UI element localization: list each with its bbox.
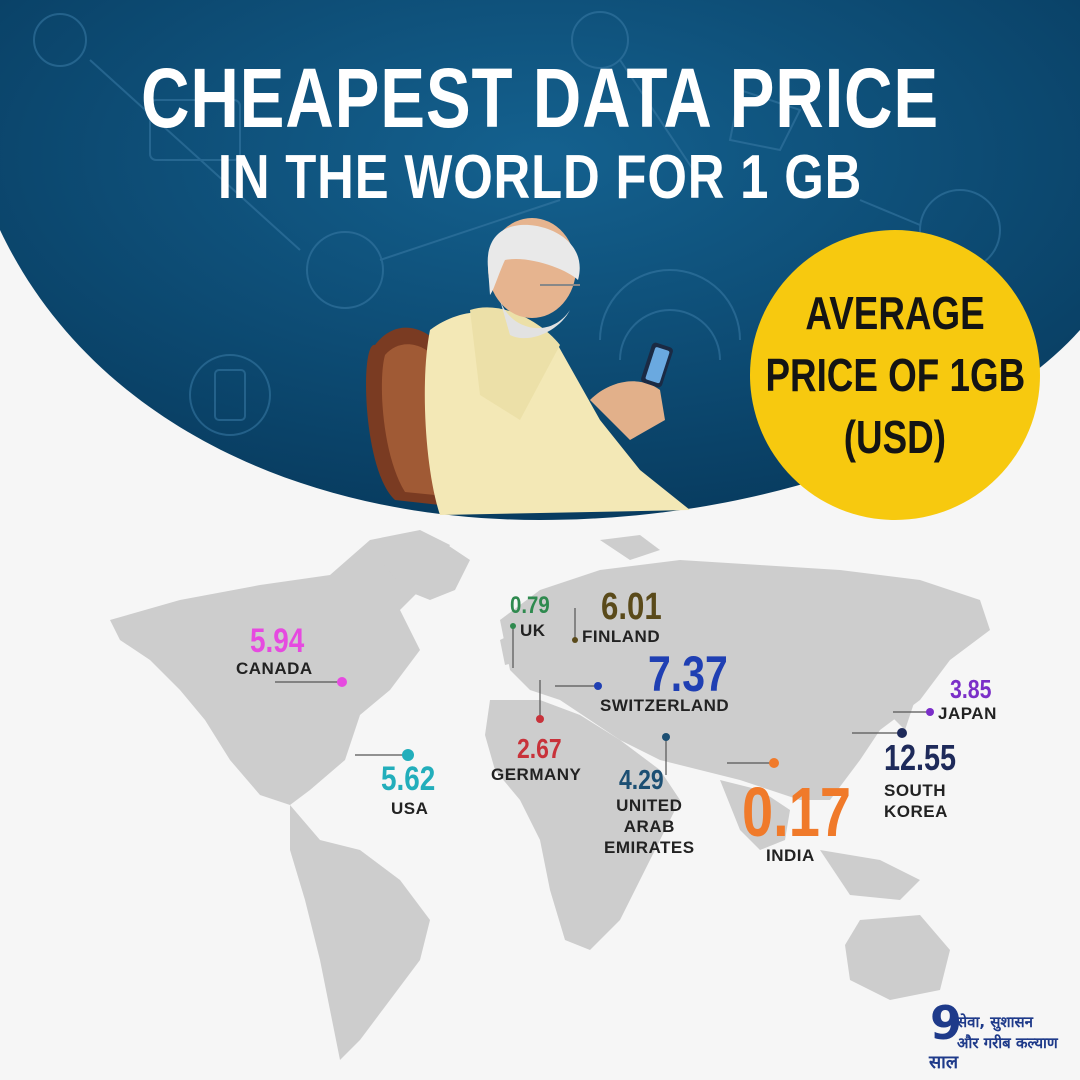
label-south-korea-name: SOUTH KOREA	[884, 780, 948, 822]
label-usa: 5.62	[381, 760, 447, 799]
label-switzerland: 7.37	[648, 645, 745, 703]
logo-tagline-line-2: और गरीब कल्याण	[957, 1034, 1058, 1052]
average-price-badge: AVERAGE PRICE OF 1GB (USD)	[750, 230, 1040, 520]
uae-name-line-3: EMIRATES	[604, 838, 695, 857]
japan-dot	[926, 708, 934, 716]
label-japan: 3.85	[950, 674, 1001, 705]
label-india: 0.17	[742, 772, 878, 852]
world-map	[110, 530, 990, 1060]
india-dot	[769, 758, 779, 768]
canada-value: 5.94	[250, 622, 305, 660]
germany-dot	[536, 715, 544, 723]
badge-line-1: AVERAGE	[805, 287, 985, 339]
uae-name-line-2: ARAB	[623, 817, 675, 836]
canada-dot	[337, 677, 347, 687]
label-finland: 6.01	[601, 586, 675, 629]
label-india-name: INDIA	[766, 845, 815, 866]
label-usa-name: USA	[391, 798, 428, 819]
switzerland-name: SWITZERLAND	[600, 696, 730, 715]
label-uk-name: UK	[520, 620, 546, 641]
korea-dot	[897, 728, 907, 738]
finland-name: FINLAND	[582, 627, 661, 646]
germany-name: GERMANY	[491, 765, 582, 784]
uae-name-line-1: UNITED	[616, 796, 683, 815]
person-with-phone-image	[366, 218, 690, 515]
label-germany-name: GERMANY	[491, 764, 581, 785]
germany-value: 2.67	[517, 733, 562, 764]
label-uae-name: UNITED ARAB EMIRATES	[604, 795, 695, 858]
label-germany: 2.67	[517, 733, 572, 765]
india-name: INDIA	[766, 846, 815, 865]
subheadline: IN THE WORLD FOR 1 GB	[217, 143, 863, 212]
south-korea-value: 12.55	[884, 737, 957, 778]
uk-name: UK	[520, 621, 546, 640]
india-value: 0.17	[742, 773, 851, 851]
south-korea-name-line-1: SOUTH	[884, 781, 946, 800]
logo-tagline: सेवा, सुशासन और गरीब कल्याण	[957, 1012, 1058, 1054]
japan-value: 3.85	[950, 674, 992, 704]
anniversary-logo-number: 9	[930, 996, 963, 1050]
label-canada-name: CANADA	[236, 658, 313, 679]
uk-dot	[510, 623, 516, 629]
label-uk: 0.79	[510, 592, 557, 620]
label-finland-name: FINLAND	[582, 626, 660, 647]
finland-dot	[572, 637, 578, 643]
label-japan-name: JAPAN	[938, 703, 997, 724]
label-switzerland-name: SWITZERLAND	[600, 695, 729, 716]
south-korea-name-line-2: KOREA	[884, 802, 948, 821]
uae-dot	[662, 733, 670, 741]
finland-value: 6.01	[601, 586, 662, 628]
label-south-korea: 12.55	[884, 737, 974, 779]
headline: CHEAPEST DATA PRICE	[140, 51, 940, 145]
usa-value: 5.62	[381, 760, 436, 798]
badge-line-3: (USD)	[843, 411, 947, 463]
switzerland-dot	[594, 682, 602, 690]
japan-name: JAPAN	[938, 704, 997, 723]
label-uae: 4.29	[619, 764, 674, 796]
switzerland-value: 7.37	[648, 646, 728, 702]
uk-value: 0.79	[510, 592, 550, 619]
logo-tagline-line-1: सेवा, सुशासन	[957, 1013, 1033, 1031]
uae-value: 4.29	[619, 764, 664, 795]
usa-name: USA	[391, 799, 429, 818]
anniversary-logo-word: साल	[929, 1052, 959, 1073]
canada-name: CANADA	[236, 659, 313, 678]
label-canada: 5.94	[250, 622, 316, 661]
badge-line-2: PRICE OF 1GB	[765, 349, 1025, 401]
usa-dot	[402, 749, 414, 761]
